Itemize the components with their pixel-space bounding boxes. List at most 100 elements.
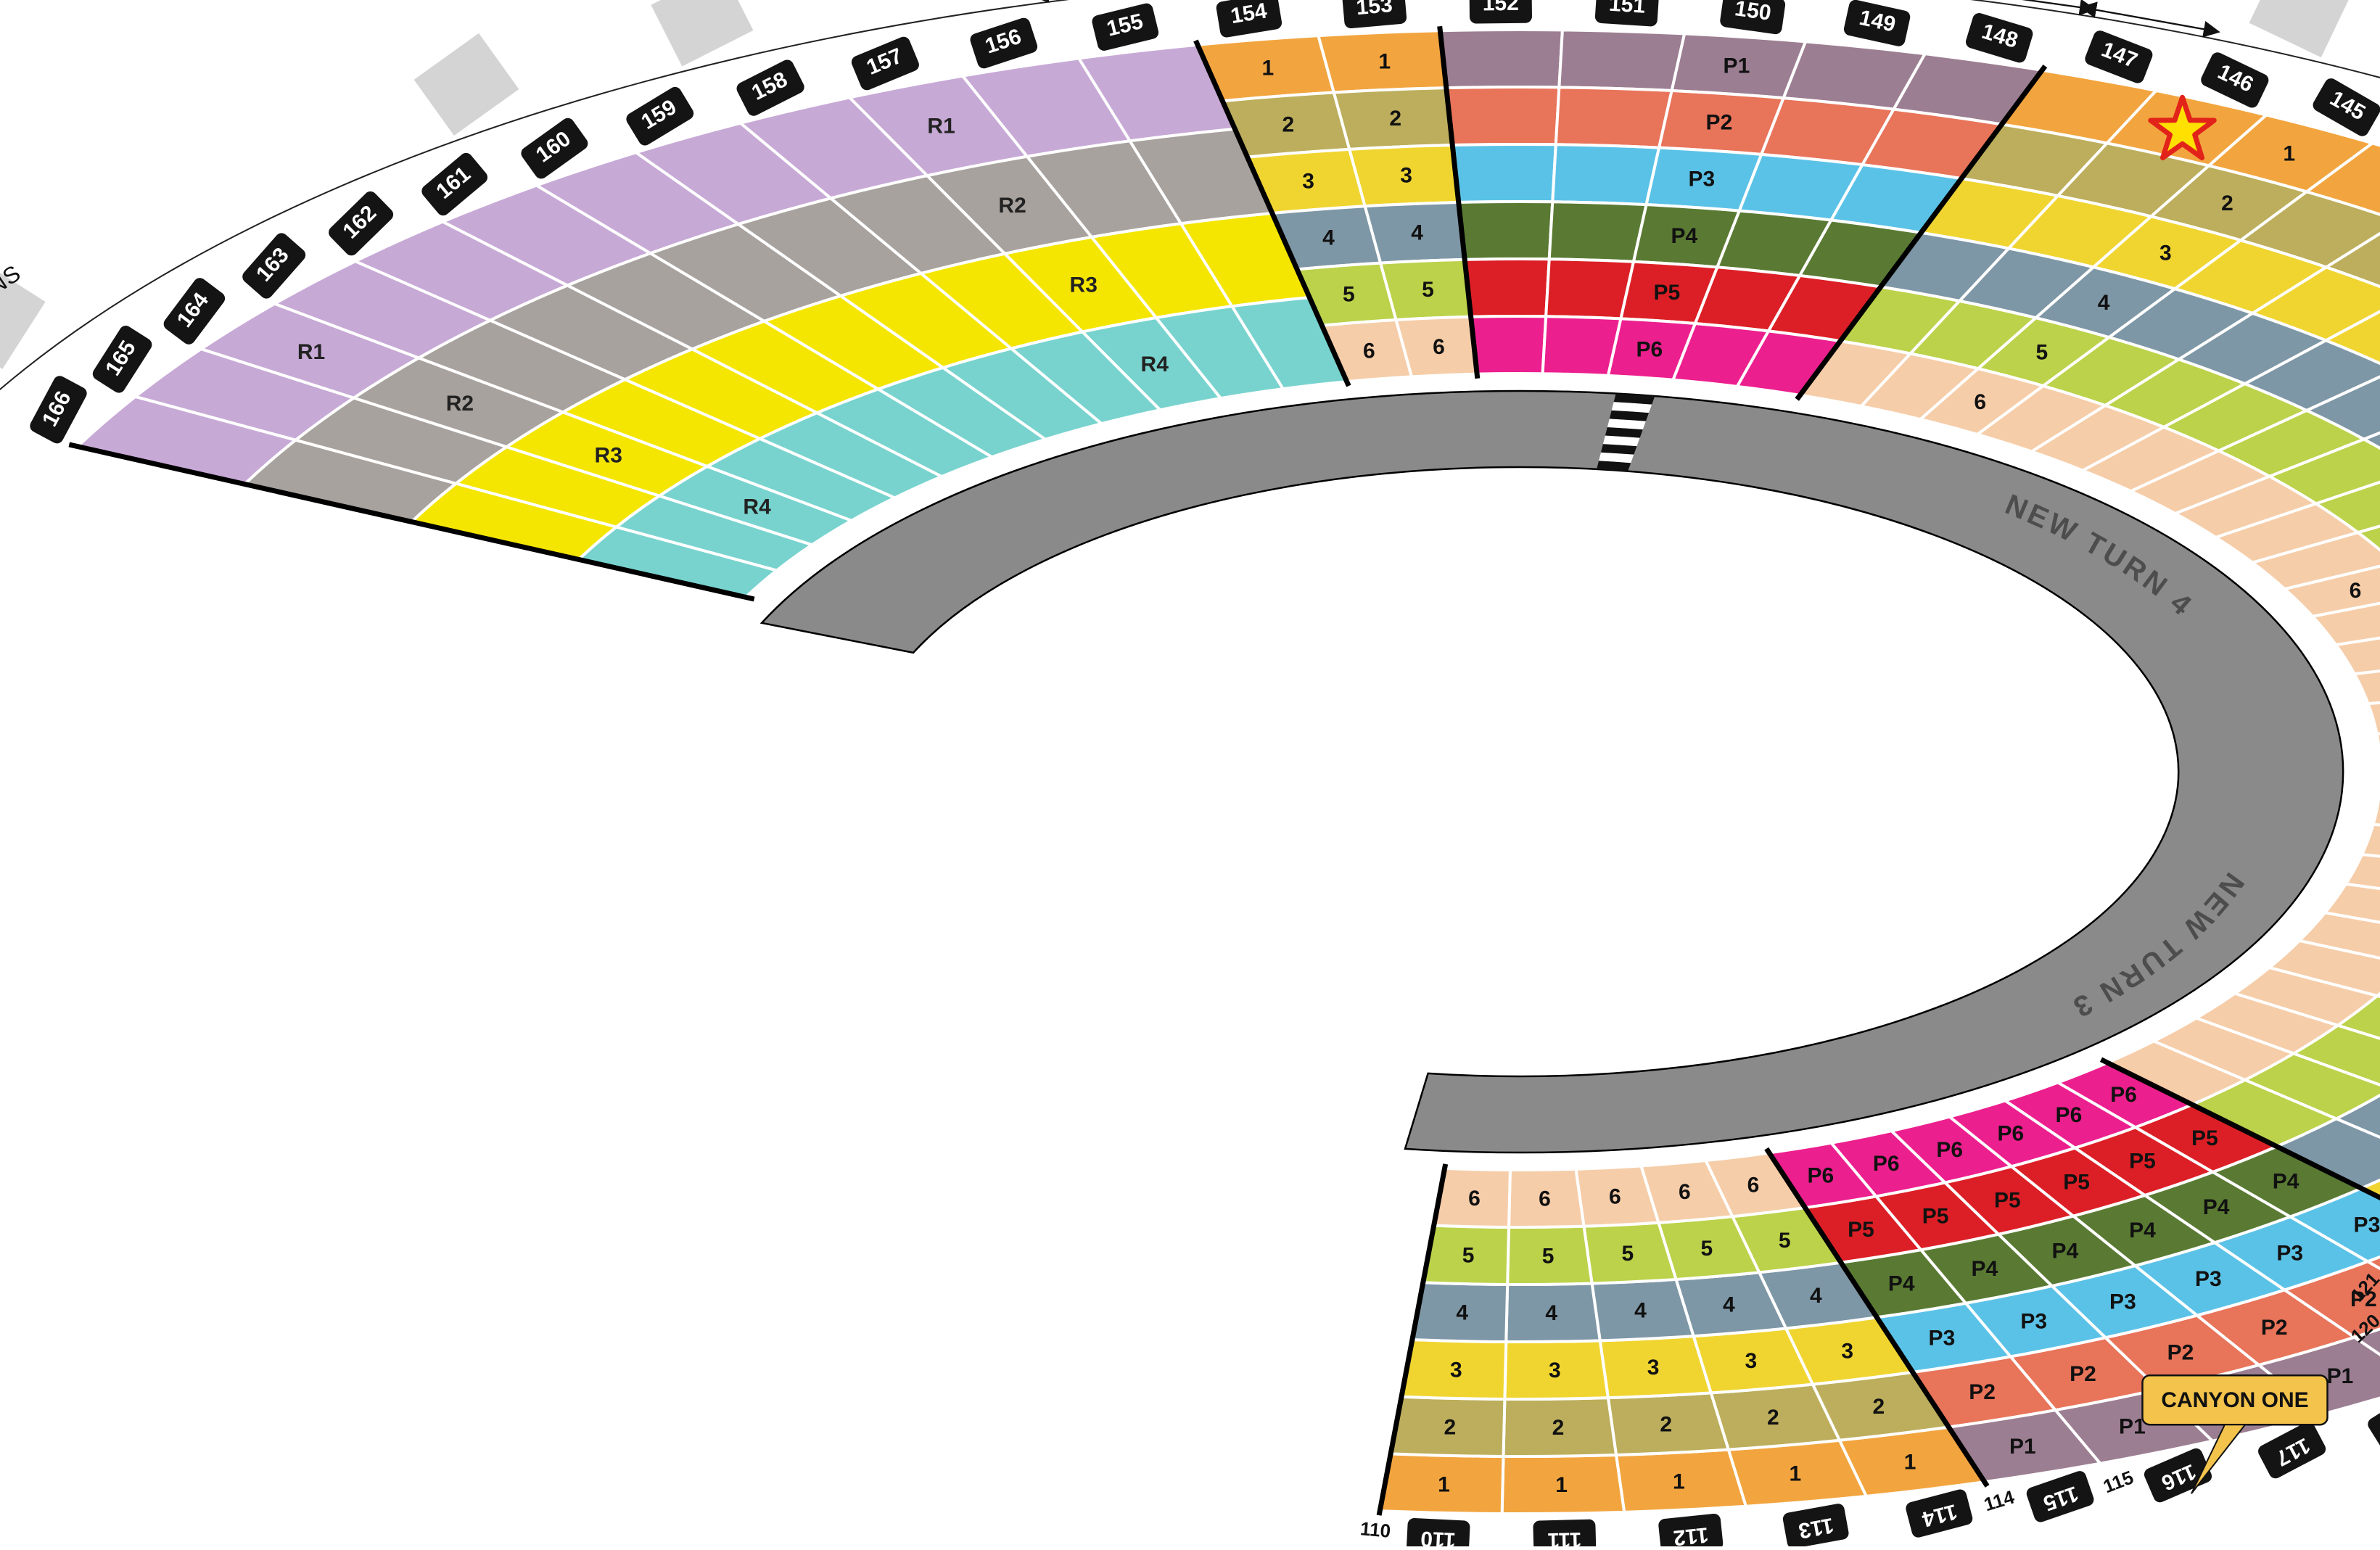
svg-text:P5: P5: [2191, 1126, 2218, 1150]
svg-text:151: 151: [1608, 0, 1646, 18]
svg-text:6: 6: [1679, 1180, 1691, 1204]
svg-text:P6: P6: [1807, 1163, 1834, 1187]
svg-text:P3: P3: [1929, 1326, 1956, 1350]
svg-text:P2: P2: [1969, 1380, 1996, 1404]
svg-text:4: 4: [2098, 291, 2110, 315]
svg-text:R1: R1: [927, 115, 955, 139]
svg-text:2: 2: [1444, 1415, 1457, 1439]
svg-text:1: 1: [1438, 1472, 1450, 1496]
svg-text:112: 112: [1672, 1522, 1710, 1546]
svg-text:5: 5: [1700, 1237, 1713, 1261]
svg-text:P6: P6: [1873, 1152, 1900, 1176]
svg-text:P5: P5: [1994, 1189, 2021, 1213]
svg-text:6: 6: [1974, 390, 1986, 414]
svg-text:5: 5: [1462, 1244, 1475, 1268]
svg-text:3: 3: [1450, 1359, 1462, 1382]
svg-text:2: 2: [2221, 191, 2233, 215]
svg-text:2: 2: [1552, 1416, 1565, 1440]
svg-text:111: 111: [1547, 1528, 1582, 1546]
svg-text:P5: P5: [2063, 1170, 2090, 1194]
svg-text:2: 2: [1389, 107, 1401, 131]
svg-text:P5: P5: [2129, 1150, 2156, 1174]
svg-text:3: 3: [1549, 1359, 1561, 1382]
svg-text:2: 2: [1660, 1413, 1672, 1437]
svg-text:P5: P5: [1922, 1205, 1949, 1229]
svg-text:153: 153: [1355, 0, 1393, 20]
svg-text:P2: P2: [2167, 1340, 2194, 1364]
svg-text:P5: P5: [1653, 281, 1680, 305]
svg-text:R1: R1: [297, 340, 325, 364]
svg-text:P3: P3: [2195, 1267, 2222, 1291]
svg-text:4: 4: [1634, 1299, 1647, 1323]
svg-text:1: 1: [1904, 1451, 1916, 1475]
svg-text:1: 1: [1262, 57, 1275, 81]
svg-text:4: 4: [1456, 1301, 1468, 1325]
svg-text:2: 2: [1767, 1406, 1779, 1430]
svg-text:3: 3: [1841, 1340, 1853, 1364]
svg-text:P4: P4: [1671, 224, 1697, 248]
svg-text:R4: R4: [1141, 353, 1169, 376]
svg-text:1: 1: [1673, 1469, 1685, 1493]
svg-text:P2: P2: [1706, 111, 1733, 135]
svg-text:3: 3: [1647, 1356, 1660, 1380]
svg-text:R2: R2: [446, 392, 474, 416]
svg-text:P4: P4: [2052, 1240, 2079, 1264]
svg-text:P1: P1: [2009, 1435, 2036, 1459]
svg-text:6: 6: [1539, 1187, 1551, 1211]
svg-text:6: 6: [2350, 579, 2362, 603]
svg-text:4: 4: [1322, 226, 1335, 250]
svg-text:P5: P5: [1848, 1218, 1874, 1242]
svg-text:1: 1: [2283, 142, 2295, 166]
svg-text:P3: P3: [2020, 1310, 2047, 1334]
svg-text:5: 5: [1622, 1242, 1634, 1266]
svg-text:P4: P4: [2273, 1170, 2299, 1194]
svg-text:6: 6: [1433, 335, 1445, 359]
svg-text:P3: P3: [1688, 168, 1715, 191]
svg-text:6: 6: [1363, 339, 1375, 363]
svg-text:3: 3: [2159, 242, 2172, 265]
svg-text:6: 6: [1609, 1184, 1621, 1208]
svg-text:2: 2: [1873, 1395, 1885, 1419]
svg-text:1: 1: [1378, 49, 1391, 73]
svg-text:P4: P4: [2129, 1219, 2156, 1242]
svg-text:3: 3: [1302, 170, 1314, 194]
svg-text:P4: P4: [2203, 1195, 2230, 1219]
svg-text:3: 3: [1400, 164, 1412, 188]
svg-text:5: 5: [1779, 1229, 1791, 1253]
svg-text:P6: P6: [1636, 337, 1663, 361]
svg-text:P3: P3: [2354, 1213, 2380, 1237]
svg-text:5: 5: [1422, 278, 1434, 302]
svg-text:1: 1: [1555, 1473, 1568, 1497]
svg-text:R2: R2: [998, 194, 1026, 218]
svg-text:P1: P1: [1724, 54, 1750, 78]
svg-text:5: 5: [2036, 341, 2048, 365]
svg-text:P2: P2: [2261, 1316, 2288, 1340]
svg-text:R3: R3: [595, 443, 622, 467]
svg-text:P6: P6: [1997, 1121, 2024, 1145]
svg-text:4: 4: [1411, 220, 1423, 244]
svg-text:P4: P4: [1972, 1257, 1998, 1281]
svg-text:3: 3: [1745, 1349, 1757, 1373]
svg-text:1: 1: [1789, 1462, 1801, 1486]
svg-text:152: 152: [1483, 0, 1519, 15]
svg-text:P3: P3: [2109, 1290, 2136, 1314]
svg-text:5: 5: [1542, 1244, 1555, 1268]
svg-text:R4: R4: [743, 495, 771, 519]
svg-text:P1: P1: [2119, 1415, 2146, 1439]
svg-text:4: 4: [1810, 1284, 1822, 1308]
svg-text:P2: P2: [2070, 1362, 2096, 1386]
svg-text:4: 4: [1545, 1301, 1557, 1325]
svg-text:R3: R3: [1070, 273, 1098, 297]
svg-text:5: 5: [1343, 283, 1355, 307]
svg-text:P1: P1: [2327, 1364, 2354, 1388]
svg-text:110: 110: [1359, 1517, 1391, 1542]
svg-text:2: 2: [1282, 113, 1294, 137]
svg-text:P6: P6: [1936, 1138, 1963, 1162]
svg-text:6: 6: [1468, 1187, 1481, 1211]
svg-text:4: 4: [1723, 1293, 1735, 1317]
svg-text:P4: P4: [1888, 1272, 1915, 1296]
svg-text:110: 110: [1420, 1527, 1457, 1546]
svg-text:6: 6: [1747, 1173, 1760, 1197]
svg-text:P3: P3: [2276, 1242, 2303, 1266]
svg-text:P6: P6: [2056, 1103, 2083, 1127]
